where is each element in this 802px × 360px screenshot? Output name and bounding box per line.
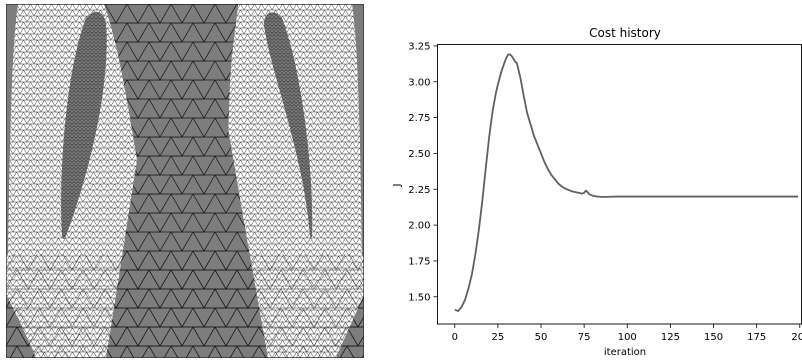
y-tick-label: 2.50 <box>408 149 430 160</box>
plot-frame <box>437 44 802 325</box>
left-finger-outer <box>6 4 18 258</box>
y-tick-label: 3.00 <box>408 77 430 88</box>
x-tick-label: 175 <box>747 332 766 343</box>
x-axis-label: iteration <box>604 347 646 358</box>
right-finger-outer <box>352 4 364 258</box>
y-tick-label: 2.75 <box>408 113 430 124</box>
triangular-mesh-image <box>6 4 364 358</box>
y-tick-label: 3.25 <box>408 41 430 52</box>
y-tick-label: 2.00 <box>408 221 430 232</box>
x-tick-label: 100 <box>618 332 637 343</box>
y-tick-label: 1.75 <box>408 256 430 267</box>
chart-title: Cost history <box>589 26 661 40</box>
x-tick-label: 0 <box>452 332 458 343</box>
x-tick-label: 20 <box>791 332 802 343</box>
x-tick-label: 50 <box>535 332 548 343</box>
x-tick-label: 25 <box>492 332 505 343</box>
y-tick-label: 1.50 <box>408 292 430 303</box>
y-tick-label: 2.25 <box>408 185 430 196</box>
y-axis-ticks: 1.50 1.75 2.00 2.25 2.50 2.75 3.00 3.25 <box>408 41 438 303</box>
cost-history-chart: Cost history 1.50 1.75 2.00 2.25 2.50 2.75 3.0… <box>392 26 802 358</box>
x-axis-ticks: 0 25 50 75 100 125 150 175 20 <box>452 324 802 343</box>
y-axis-label: J <box>392 184 403 188</box>
x-tick-label: 75 <box>578 332 591 343</box>
cost-series-line <box>454 53 799 312</box>
x-tick-label: 150 <box>704 332 723 343</box>
x-tick-label: 125 <box>661 332 680 343</box>
